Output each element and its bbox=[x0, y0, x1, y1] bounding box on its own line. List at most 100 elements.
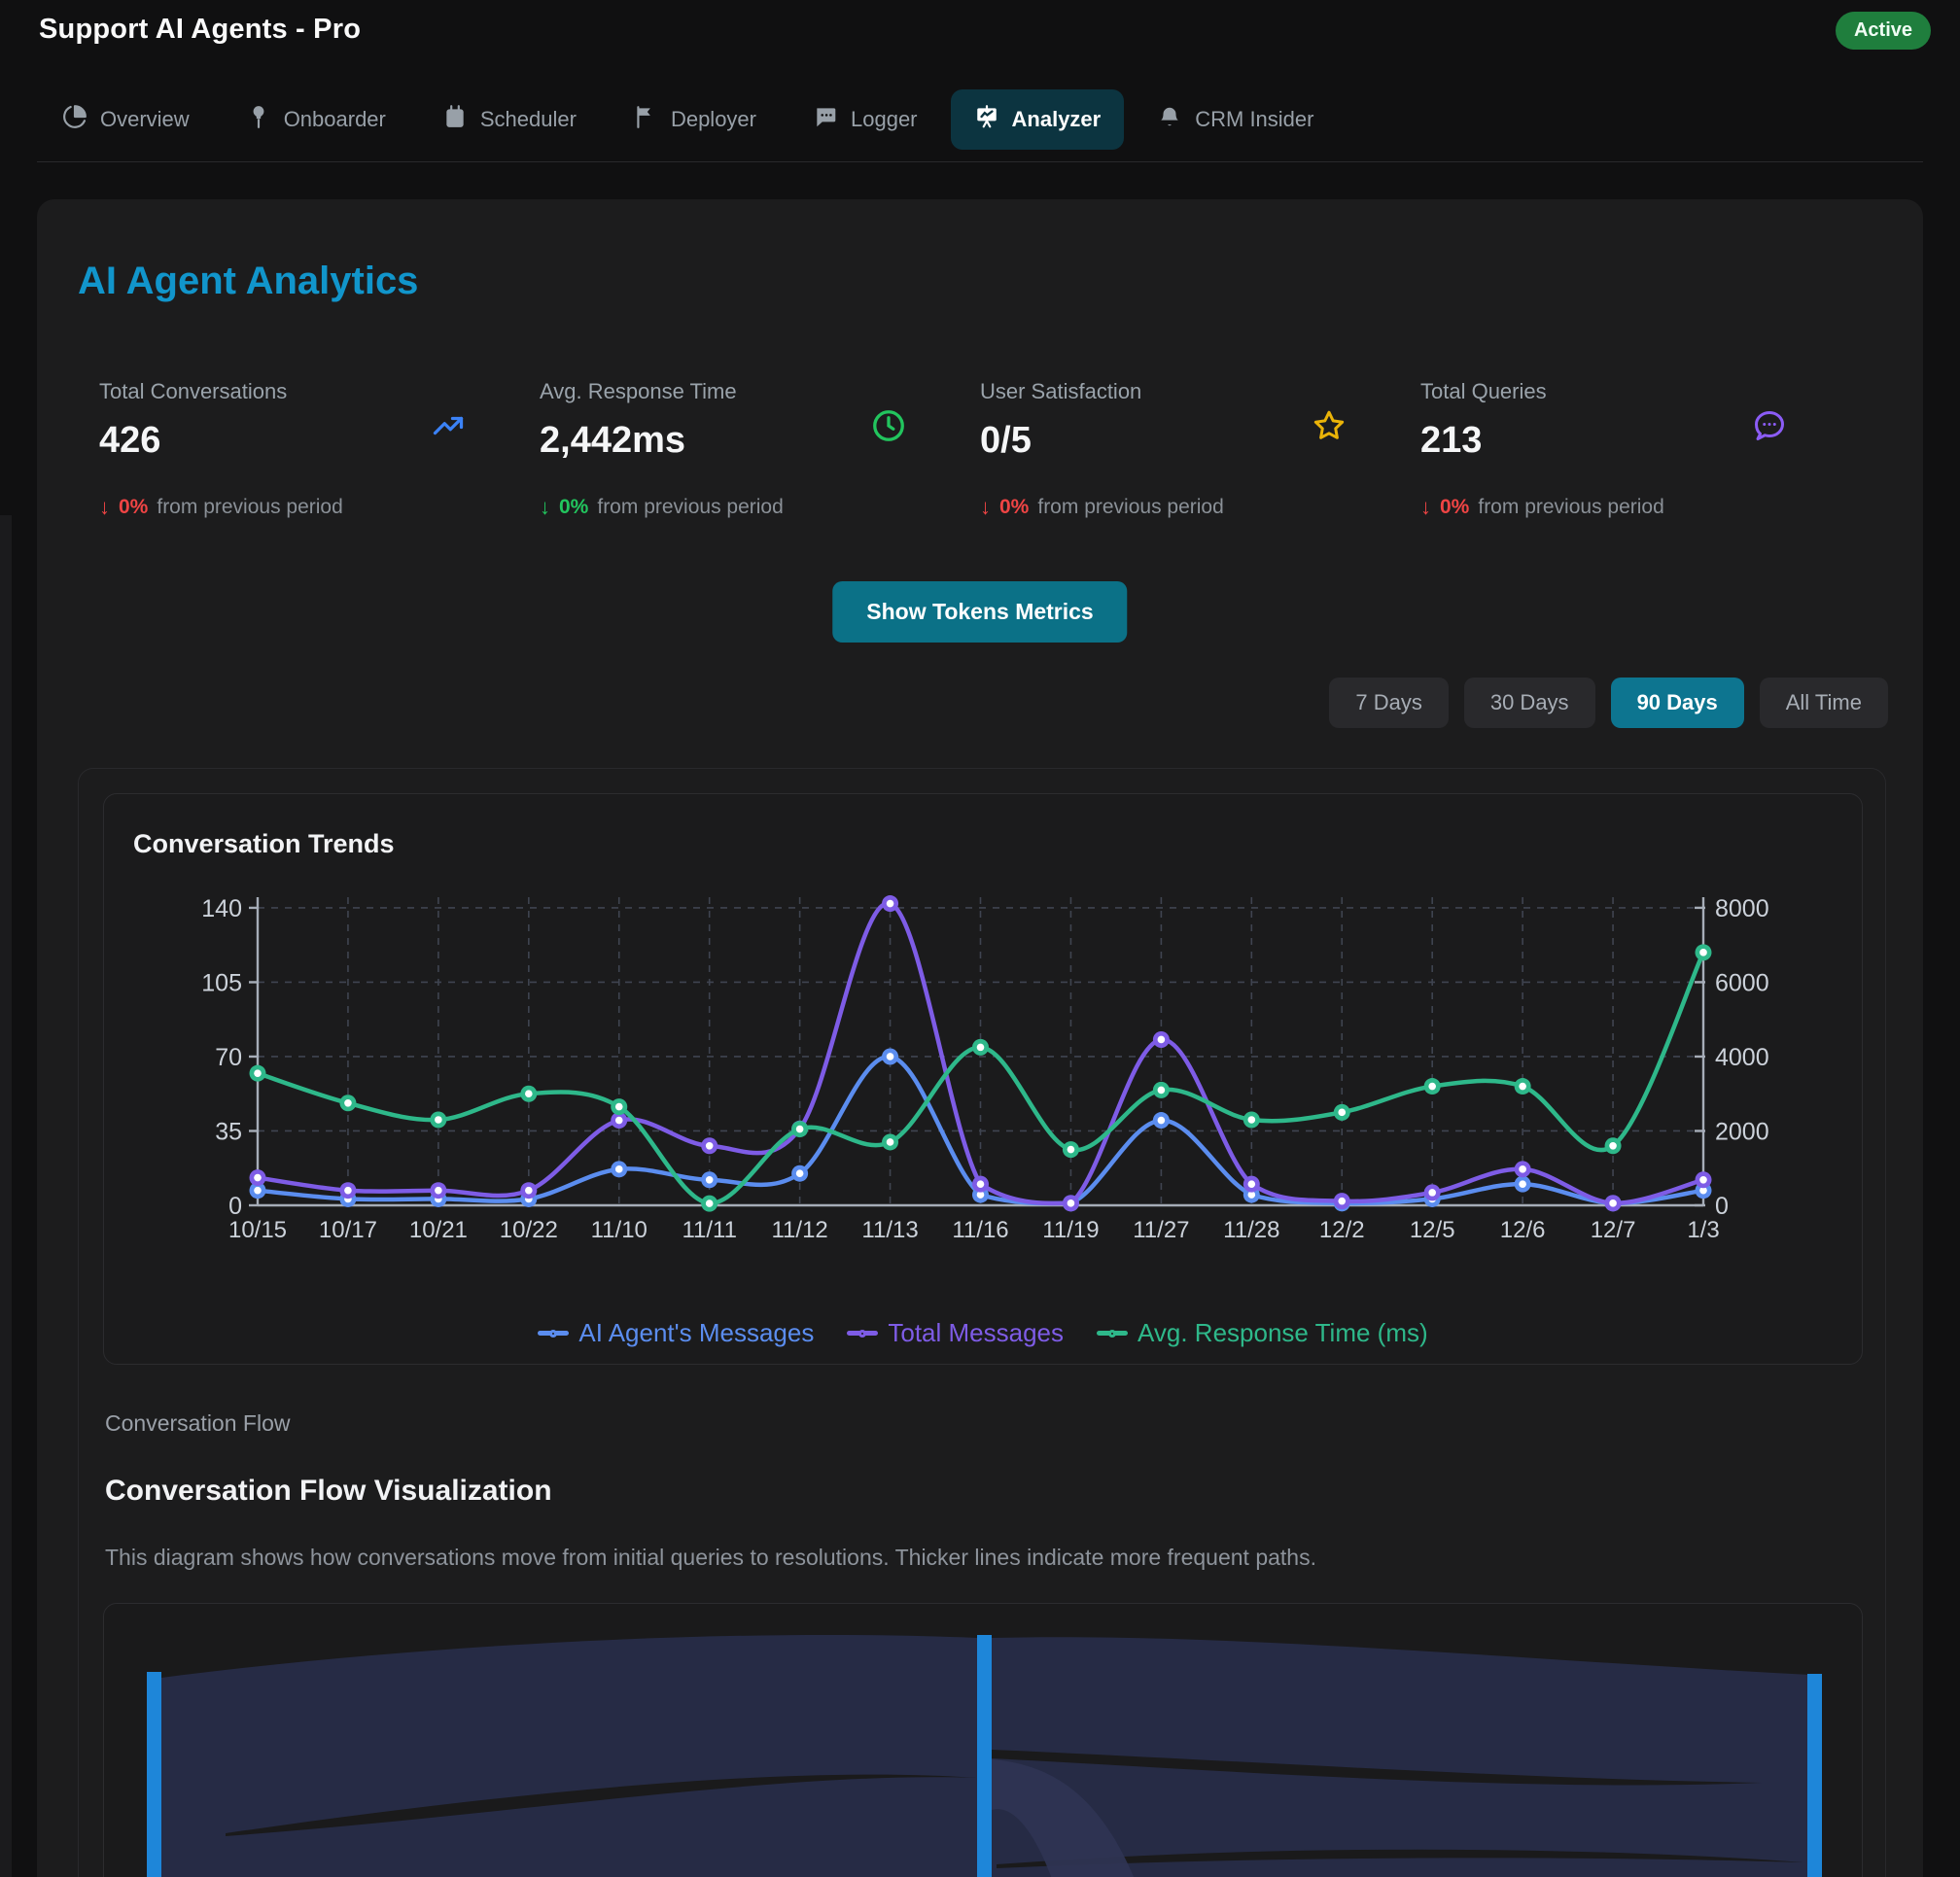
stat-delta: ↓ 0% from previous period bbox=[980, 495, 1382, 520]
analytics-panel: AI Agent Analytics Total Conversations 4… bbox=[37, 199, 1923, 1877]
delta-percent: 0% bbox=[119, 496, 148, 519]
chart-legend: AI Agent's Messages Total Messages Avg. Re… bbox=[104, 1318, 1862, 1348]
chat-bubble-icon bbox=[1752, 408, 1787, 443]
down-arrow-icon: ↓ bbox=[99, 495, 110, 520]
svg-text:11/16: 11/16 bbox=[952, 1217, 1008, 1243]
tab-label: Deployer bbox=[671, 107, 756, 132]
svg-text:11/27: 11/27 bbox=[1133, 1217, 1189, 1243]
legend-marker-icon bbox=[1097, 1331, 1128, 1336]
delta-note: from previous period bbox=[157, 496, 342, 519]
stat-label: Total Queries bbox=[1420, 379, 1822, 404]
stat-user-satisfaction: User Satisfaction 0/5 ↓ 0% from previous… bbox=[980, 379, 1420, 520]
svg-text:10/22: 10/22 bbox=[500, 1217, 558, 1243]
range-7-days[interactable]: 7 Days bbox=[1329, 678, 1448, 728]
svg-text:140: 140 bbox=[201, 895, 242, 922]
svg-text:11/19: 11/19 bbox=[1042, 1217, 1099, 1243]
legend-item[interactable]: Total Messages bbox=[847, 1318, 1064, 1348]
tab-deployer[interactable]: Logger Deployer bbox=[610, 89, 780, 150]
svg-text:35: 35 bbox=[215, 1118, 242, 1145]
range-30-days[interactable]: 30 Days bbox=[1464, 678, 1595, 728]
flow-heading: Conversation Flow Visualization bbox=[105, 1475, 552, 1508]
svg-text:12/7: 12/7 bbox=[1591, 1217, 1636, 1243]
tab-analyzer[interactable]: Analyzer bbox=[951, 89, 1125, 150]
trending-up-icon bbox=[431, 408, 466, 443]
delta-note: from previous period bbox=[597, 496, 783, 519]
tab-onboarder[interactable]: Onboarder bbox=[223, 89, 409, 150]
delta-note: from previous period bbox=[1037, 496, 1223, 519]
show-tokens-metrics-button[interactable]: Show Tokens Metrics bbox=[832, 581, 1127, 643]
stat-delta: ↓ 0% from previous period bbox=[1420, 495, 1822, 520]
stat-label: Avg. Response Time bbox=[540, 379, 941, 404]
svg-text:0: 0 bbox=[228, 1193, 242, 1220]
tab-logger[interactable]: Logger bbox=[789, 89, 941, 150]
tab-bar: Overview Onboarder Scheduler Logger Depl… bbox=[39, 89, 1337, 150]
stat-label: User Satisfaction bbox=[980, 379, 1382, 404]
tab-crm-insider[interactable]: CRM Insider bbox=[1134, 89, 1337, 150]
svg-text:10/17: 10/17 bbox=[319, 1217, 377, 1243]
tab-label: CRM Insider bbox=[1195, 107, 1313, 132]
conversation-trends-chart[interactable]: 035701051400200040006000800010/1510/1710… bbox=[104, 794, 1864, 1366]
legend-marker-icon bbox=[847, 1331, 878, 1336]
range-90-days[interactable]: 90 Days bbox=[1611, 678, 1744, 728]
status-badge: Active bbox=[1836, 12, 1931, 50]
legend-label: Total Messages bbox=[888, 1318, 1064, 1348]
tab-overview[interactable]: Overview bbox=[39, 89, 213, 150]
delta-percent: 0% bbox=[559, 496, 588, 519]
down-arrow-icon: ↓ bbox=[1420, 495, 1431, 520]
svg-text:11/12: 11/12 bbox=[771, 1217, 827, 1243]
range-all-time[interactable]: All Time bbox=[1760, 678, 1888, 728]
stat-total-queries: Total Queries 213 ↓ 0% from previous per… bbox=[1420, 379, 1861, 520]
svg-text:11/10: 11/10 bbox=[591, 1217, 648, 1243]
legend-label: AI Agent's Messages bbox=[578, 1318, 814, 1348]
tab-label: Analyzer bbox=[1012, 107, 1102, 132]
svg-text:70: 70 bbox=[215, 1044, 242, 1071]
svg-text:12/6: 12/6 bbox=[1500, 1217, 1546, 1243]
legend-label: Avg. Response Time (ms) bbox=[1138, 1318, 1428, 1348]
down-arrow-icon: ↓ bbox=[980, 495, 991, 520]
delta-percent: 0% bbox=[1440, 496, 1469, 519]
conversation-flow-card bbox=[103, 1603, 1863, 1877]
background-panel-edge bbox=[0, 515, 12, 1877]
pie-chart-icon bbox=[62, 104, 88, 135]
charts-section: Conversation Trends 03570105140020004000… bbox=[78, 768, 1886, 1877]
app-title: Support AI Agents - Pro bbox=[39, 14, 361, 46]
svg-text:8000: 8000 bbox=[1715, 895, 1769, 922]
page-title: AI Agent Analytics bbox=[78, 260, 418, 303]
stat-delta: ↓ 0% from previous period bbox=[540, 495, 941, 520]
svg-text:105: 105 bbox=[201, 969, 242, 996]
svg-text:2000: 2000 bbox=[1715, 1118, 1769, 1145]
svg-text:1/3: 1/3 bbox=[1687, 1217, 1719, 1243]
stat-delta: ↓ 0% from previous period bbox=[99, 495, 501, 520]
calendar-icon bbox=[442, 104, 468, 135]
tab-label: Overview bbox=[100, 107, 190, 132]
svg-text:12/5: 12/5 bbox=[1410, 1217, 1455, 1243]
flag-icon bbox=[633, 104, 658, 135]
conversation-trends-card: Conversation Trends 03570105140020004000… bbox=[103, 793, 1863, 1365]
legend-item[interactable]: Avg. Response Time (ms) bbox=[1097, 1318, 1428, 1348]
flow-description: This diagram shows how conversations mov… bbox=[105, 1545, 1316, 1571]
svg-text:11/13: 11/13 bbox=[861, 1217, 918, 1243]
svg-text:10/21: 10/21 bbox=[409, 1217, 468, 1243]
section-label: Conversation Flow bbox=[105, 1410, 290, 1437]
stat-total-conversations: Total Conversations 426 ↓ 0% from previo… bbox=[99, 379, 540, 520]
pin-icon bbox=[246, 104, 271, 135]
svg-text:0: 0 bbox=[1715, 1193, 1729, 1220]
stat-avg-response-time: Avg. Response Time 2,442ms ↓ 0% from pre… bbox=[540, 379, 980, 520]
svg-text:11/28: 11/28 bbox=[1223, 1217, 1279, 1243]
svg-text:11/11: 11/11 bbox=[682, 1217, 737, 1243]
tab-label: Scheduler bbox=[480, 107, 577, 132]
tab-label: Onboarder bbox=[284, 107, 386, 132]
tabs-divider bbox=[37, 161, 1923, 162]
down-arrow-icon: ↓ bbox=[540, 495, 550, 520]
conversation-flow-sankey bbox=[104, 1604, 1863, 1877]
svg-text:4000: 4000 bbox=[1715, 1044, 1769, 1071]
stats-row: Total Conversations 426 ↓ 0% from previo… bbox=[99, 379, 1861, 520]
delta-note: from previous period bbox=[1478, 496, 1663, 519]
clock-icon bbox=[871, 408, 906, 443]
tab-scheduler[interactable]: Scheduler bbox=[419, 89, 600, 150]
svg-text:6000: 6000 bbox=[1715, 969, 1769, 996]
tab-label: Logger bbox=[851, 107, 918, 132]
legend-item[interactable]: AI Agent's Messages bbox=[538, 1318, 814, 1348]
presentation-chart-icon bbox=[974, 104, 999, 135]
stat-label: Total Conversations bbox=[99, 379, 501, 404]
